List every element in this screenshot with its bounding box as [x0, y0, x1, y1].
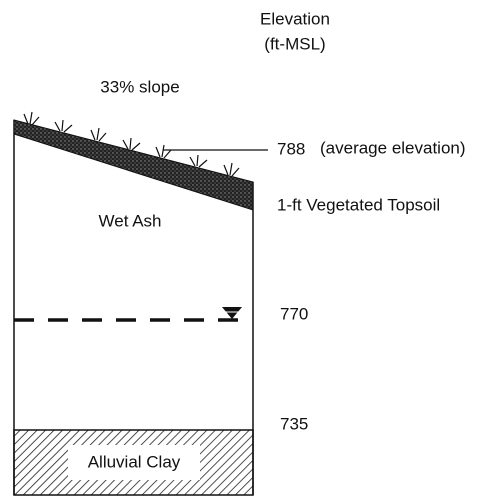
ash-label: Wet Ash: [99, 211, 162, 230]
topsoil: [13, 119, 254, 211]
base-elevation: 735: [280, 414, 308, 433]
clay-label-box: [68, 445, 200, 480]
water-symbol: [222, 307, 242, 319]
water-elevation: 770: [280, 304, 308, 323]
vegetation: [23, 111, 240, 177]
surface-elevation: 788: [277, 139, 305, 158]
clay-label: Alluvial Clay: [88, 452, 181, 471]
units: (ft-MSL): [264, 34, 325, 53]
slope-label: 33% slope: [100, 77, 179, 96]
title: Elevation: [260, 9, 330, 28]
surface-note: (average elevation): [320, 138, 466, 157]
topsoil-label: 1-ft Vegetated Topsoil: [277, 195, 440, 214]
